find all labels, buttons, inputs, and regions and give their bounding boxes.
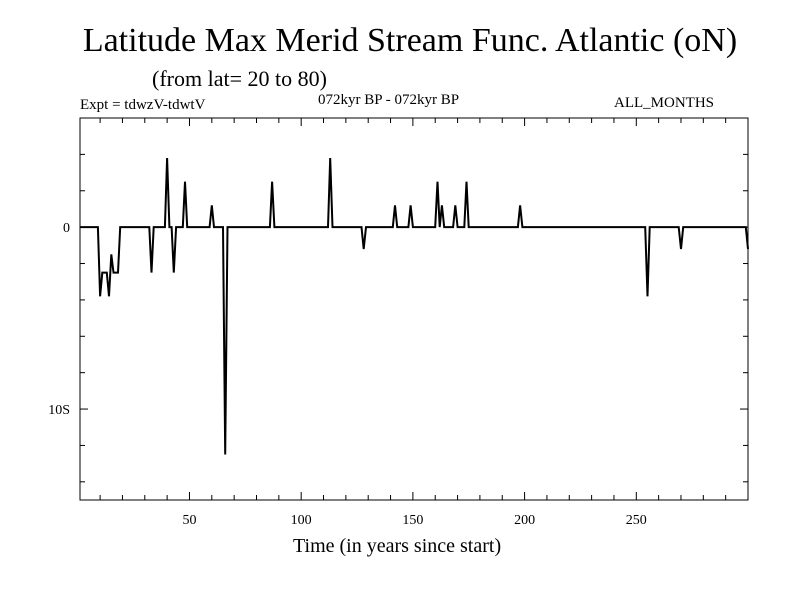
months-label: ALL_MONTHS: [614, 95, 714, 111]
series-line: [80, 157, 749, 455]
x-axis-label: Time (in years since start): [293, 535, 502, 557]
plot-frame: [79, 117, 749, 501]
x-tick-label: 150: [402, 513, 423, 528]
x-tick-label: 100: [291, 513, 312, 528]
axis-ticks: [80, 117, 748, 500]
period-label: 072kyr BP - 072kyr BP: [318, 92, 460, 108]
chart-subtitle: (from lat= 20 to 80): [152, 66, 327, 91]
x-tick-label: 200: [514, 513, 535, 528]
series-lines: [80, 157, 749, 455]
x-tick-label: 50: [182, 513, 196, 528]
tick-labels: 50 100 150 200 250 0 10S: [48, 221, 647, 528]
y-tick-label: 10S: [48, 403, 70, 418]
chart-title: Latitude Max Merid Stream Func. Atlantic…: [82, 22, 738, 59]
y-tick-label: 0: [63, 221, 70, 236]
x-tick-label: 250: [626, 513, 647, 528]
experiment-label: Expt = tdwzV-tdwtV: [80, 97, 206, 113]
